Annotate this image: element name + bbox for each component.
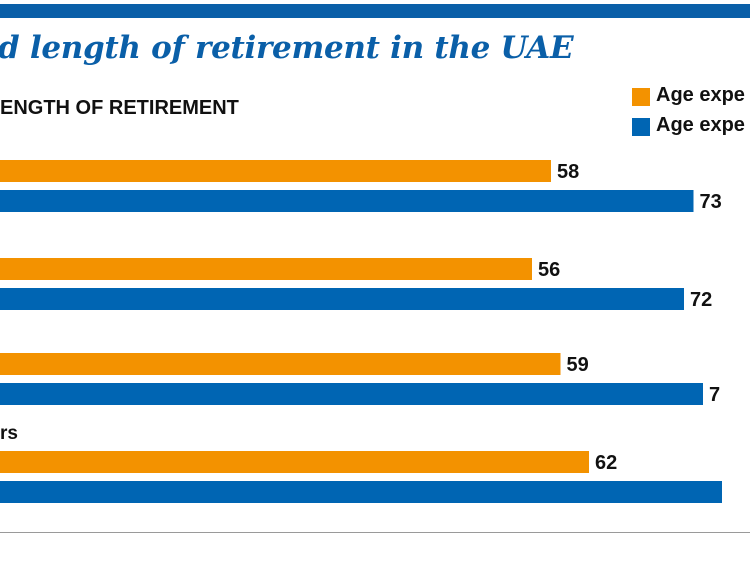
bar-series-2-cat-4 — [0, 481, 722, 503]
data-label-series-1-cat-2: 56 — [538, 259, 560, 281]
data-label-series-2-cat-2: 72 — [690, 289, 712, 311]
bar-series-2-cat-3 — [0, 383, 703, 405]
bar-series-2-cat-2 — [0, 288, 684, 310]
data-label-series-1-cat-3: 59 — [567, 354, 589, 376]
legend-swatch-series-1 — [632, 88, 650, 106]
legend-label-series-1: Age expe — [656, 84, 745, 106]
data-label-series-1-cat-1: 58 — [557, 161, 579, 183]
bar-series-1-cat-4 — [0, 451, 589, 473]
chart-baseline — [0, 532, 750, 533]
legend-swatch-series-2 — [632, 118, 650, 136]
bar-series-1-cat-3 — [0, 353, 561, 375]
bar-series-1-cat-1 — [0, 160, 551, 182]
top-accent-bar — [0, 4, 750, 18]
category-label: rs — [0, 423, 18, 444]
bar-series-2-cat-1 — [0, 190, 694, 212]
legend-label-series-2: Age expe — [656, 114, 745, 136]
data-label-series-2-cat-3: 7 — [709, 384, 720, 406]
bar-series-1-cat-2 — [0, 258, 532, 280]
chart-title: d length of retirement in the UAE — [0, 30, 574, 66]
chart-subtitle: ENGTH OF RETIREMENT — [0, 97, 239, 119]
data-label-series-1-cat-4: 62 — [595, 452, 617, 474]
data-label-series-2-cat-1: 73 — [700, 191, 722, 213]
